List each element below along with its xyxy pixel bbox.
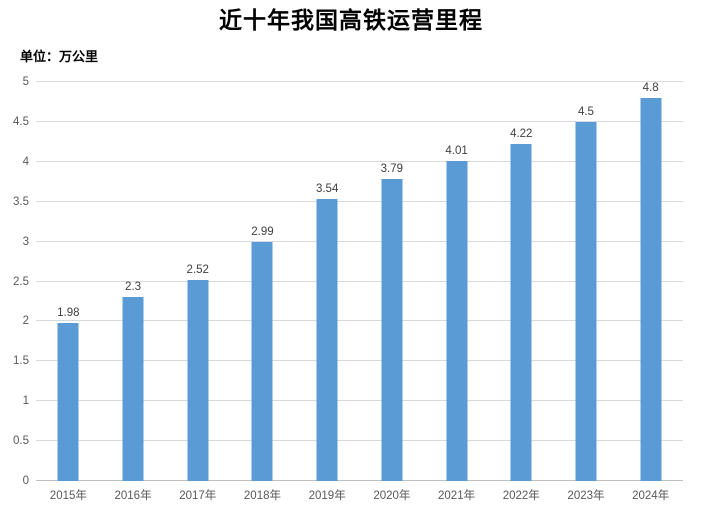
bar-data-label: 3.79 (380, 162, 404, 175)
gridline (36, 160, 683, 162)
x-axis-line (36, 480, 683, 481)
bar-column: 4.01 (424, 82, 489, 481)
gridline (36, 280, 683, 282)
bar-column: 4.5 (554, 82, 619, 481)
x-axis-category-label: 2015年 (49, 490, 87, 502)
bar-data-label: 2.3 (125, 281, 142, 294)
x-axis-category-label: 2018年 (243, 490, 281, 502)
bar (446, 161, 468, 481)
bar (187, 279, 209, 481)
bar-column: 2.3 (101, 82, 166, 481)
gridline (36, 81, 683, 82)
bar-data-label: 2.99 (251, 226, 274, 239)
y-tick-label: 0.5 (13, 435, 29, 448)
bar (640, 97, 662, 481)
y-tick-label: 1.5 (13, 355, 29, 368)
gridline (36, 240, 683, 242)
x-axis-category-label: 2023年 (567, 490, 605, 502)
x-axis-category-label: 2017年 (179, 490, 217, 502)
x-axis-category-label: 2020年 (373, 490, 411, 502)
x-axis-category-label: 2016年 (114, 490, 152, 502)
bar-series: 1.98 2.3 2.52 2.99 3.54 3.79 4.01 4.22 4.5 4.8 (36, 82, 683, 481)
bar-data-label: 3.54 (315, 182, 339, 195)
unit-label: 单位：万公里 (20, 49, 99, 64)
bar-data-label: 4.8 (642, 81, 659, 94)
chart-title: 近十年我国高铁运营里程 (219, 8, 483, 33)
gridline (36, 360, 683, 362)
bar (251, 242, 273, 481)
bar-data-label: 2.52 (186, 263, 209, 276)
bar-data-label: 1.98 (57, 307, 80, 319)
y-tick-label: 0 (22, 475, 29, 487)
gridline (36, 320, 683, 322)
bar-column: 2.99 (230, 82, 295, 481)
y-tick-label: 1 (22, 395, 29, 408)
bar-column: 3.79 (360, 82, 425, 481)
bar (57, 323, 79, 481)
bar (381, 178, 403, 481)
bar-data-label: 4.22 (510, 128, 533, 141)
gridline (36, 400, 683, 402)
x-axis-labels: 2015年 2016年 2017年 2018年 2019年 2020年 2021年 2022年… (36, 487, 683, 503)
bar (316, 198, 338, 481)
x-axis-category-label: 2022年 (502, 490, 540, 502)
gridline (36, 120, 683, 122)
y-tick-label: 3 (22, 235, 29, 248)
x-axis-category-label: 2021年 (438, 490, 476, 502)
x-axis-category-label: 2019年 (308, 490, 346, 502)
bar-column: 4.22 (489, 82, 554, 481)
bar (575, 121, 597, 481)
bar-column: 2.52 (165, 82, 230, 481)
gridline (36, 440, 683, 442)
plot-area: 0 0.5 1 1.5 2 2.5 3 3.5 4 4.5 5 1.98 2.3 2.52 2.99 3.5… (13, 76, 683, 502)
bar-data-label: 4.01 (445, 145, 468, 158)
bar-data-label: 4.5 (577, 105, 594, 118)
y-tick-label: 4 (22, 155, 29, 168)
y-tick-label: 5 (22, 76, 29, 88)
x-axis-category-label: 2024年 (632, 490, 670, 502)
bar (122, 297, 144, 481)
y-tick-label: 4.5 (13, 115, 29, 128)
bar-column: 3.54 (295, 82, 360, 481)
y-tick-label: 2 (22, 315, 29, 328)
bar (510, 144, 532, 481)
bar-column: 1.98 (36, 82, 101, 481)
gridline (36, 200, 683, 202)
y-tick-label: 3.5 (13, 195, 29, 208)
y-tick-label: 2.5 (13, 275, 29, 288)
bar-column: 4.8 (618, 82, 683, 481)
